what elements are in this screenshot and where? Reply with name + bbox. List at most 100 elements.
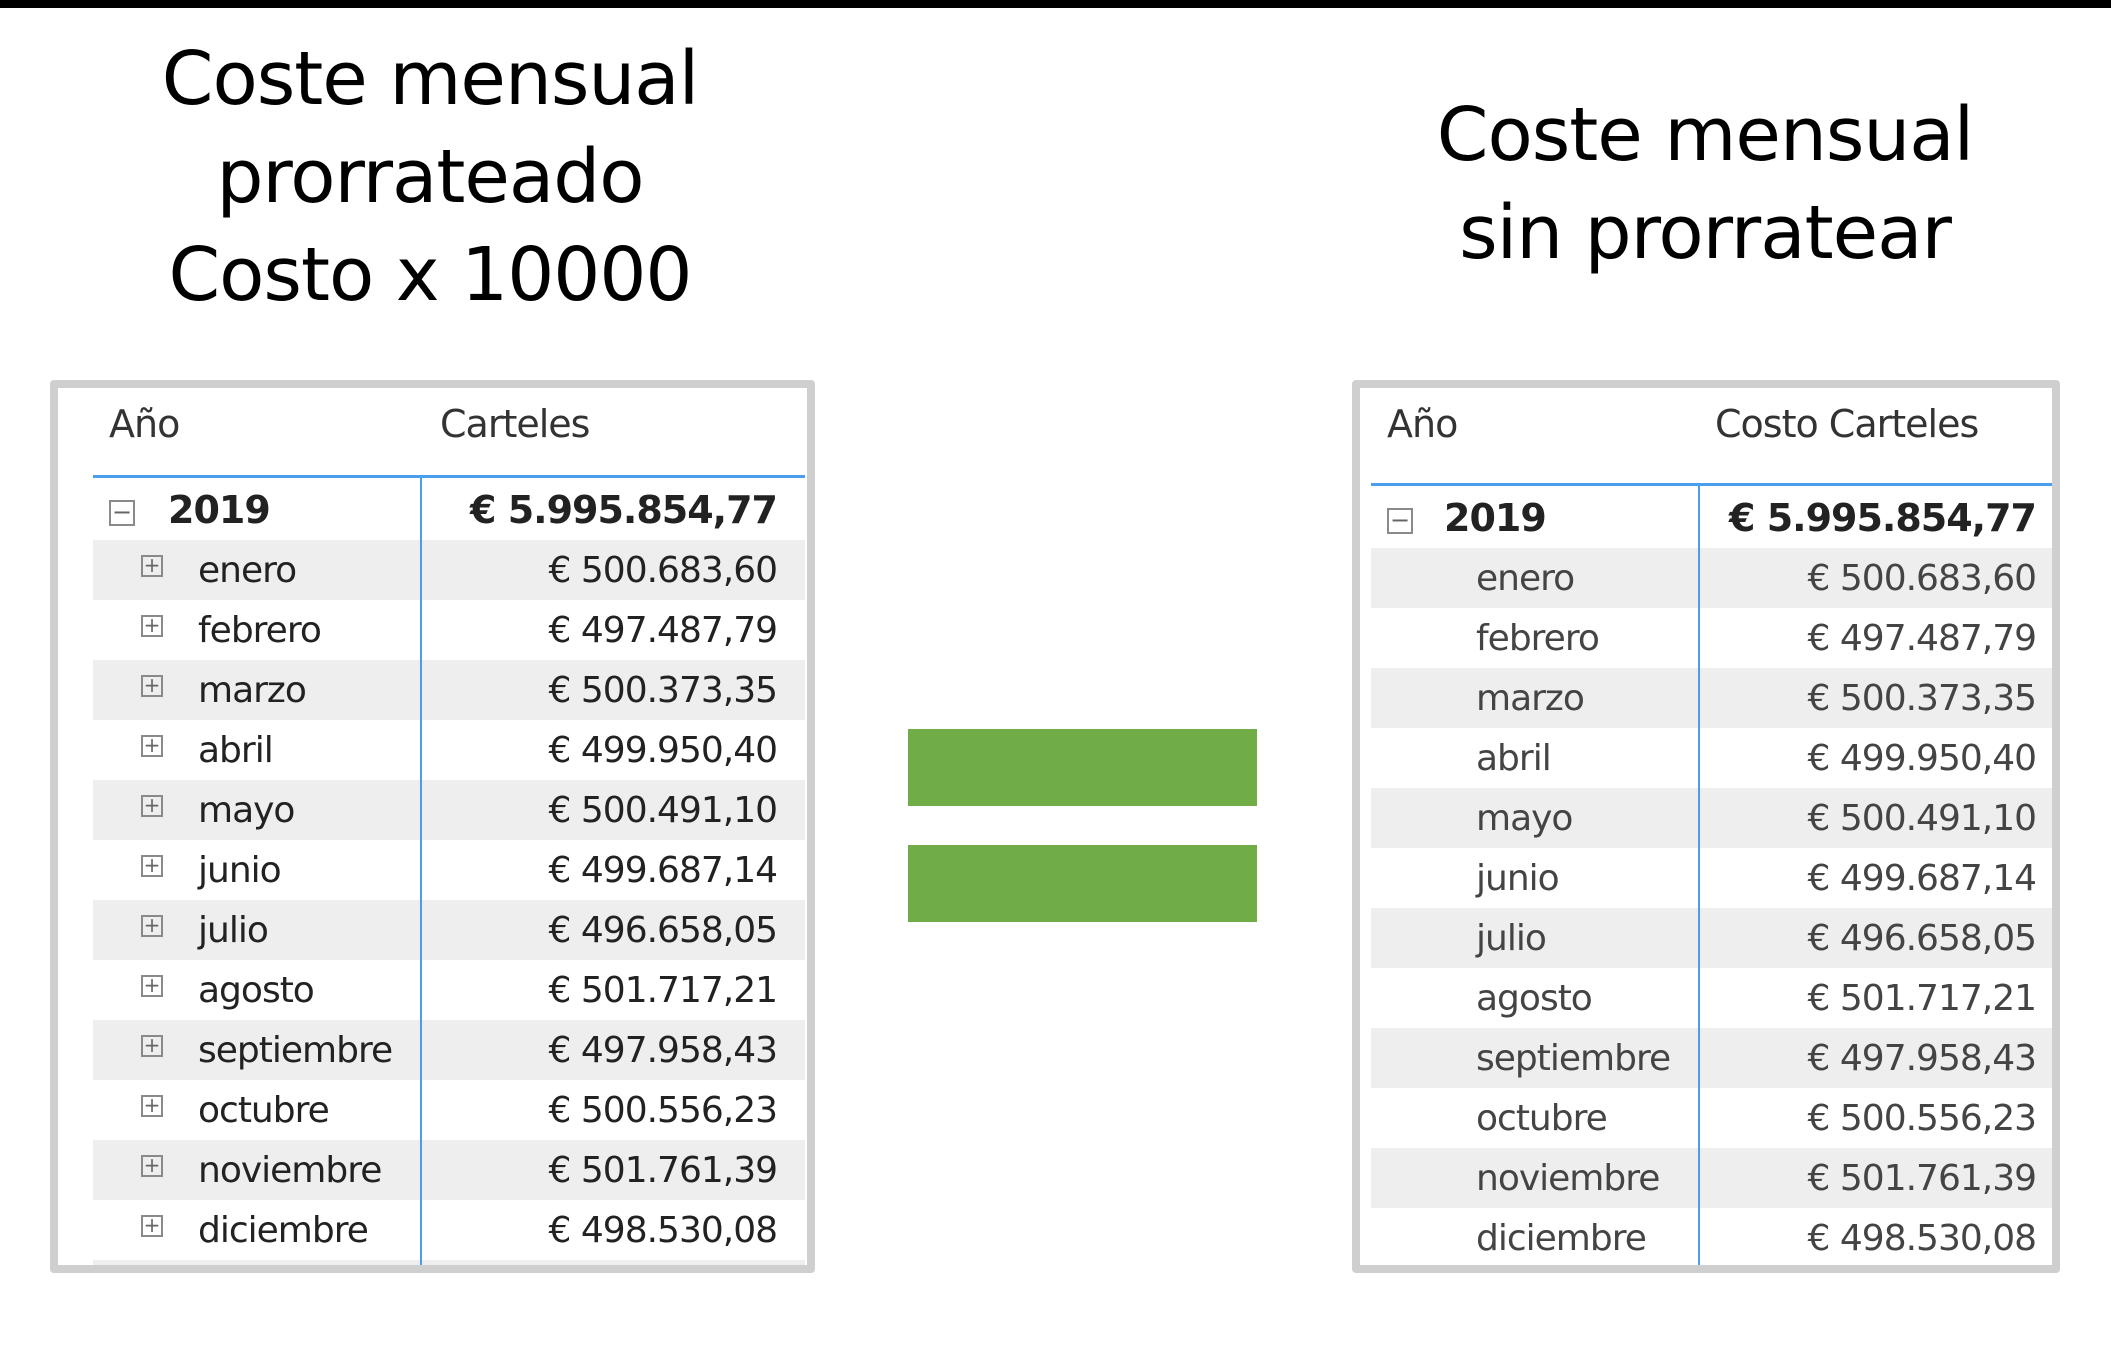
- expand-plus-icon[interactable]: +: [141, 1155, 163, 1177]
- row-value: € 500.373,35: [1807, 678, 2037, 719]
- column-header-year[interactable]: Año: [109, 402, 180, 446]
- row-value: € 499.687,14: [1807, 858, 2037, 899]
- row-label: diciembre: [1476, 1218, 1647, 1259]
- row-value: € 497.487,79: [548, 610, 778, 651]
- table-row: + diciembre € 498.530,08: [93, 1200, 805, 1260]
- row-value: € 500.556,23: [548, 1090, 778, 1131]
- row-label: abril: [1476, 738, 1552, 779]
- row-value: € 499.950,40: [1807, 738, 2037, 779]
- row-label: enero: [198, 550, 297, 591]
- row-value: € 501.761,39: [1807, 1158, 2037, 1199]
- left-title-line-1: Coste mensual: [161, 36, 699, 122]
- row-value: € 5.995.854,77: [470, 488, 778, 532]
- expand-plus-icon[interactable]: +: [141, 615, 163, 637]
- row-label: agosto: [198, 970, 315, 1011]
- row-value: € 5.995.854,77: [1729, 496, 2037, 540]
- row-value: € 501.761,39: [548, 1150, 778, 1191]
- row-label: febrero: [198, 610, 322, 651]
- row-value: € 499.687,14: [548, 850, 778, 891]
- row-label: junio: [198, 850, 282, 891]
- row-label: octubre: [1476, 1098, 1608, 1139]
- row-label: mayo: [198, 790, 295, 831]
- expand-plus-icon[interactable]: +: [141, 1095, 163, 1117]
- row-label: marzo: [1476, 678, 1585, 719]
- expand-plus-icon[interactable]: +: [141, 975, 163, 997]
- right-title-line-2: sin prorratear: [1459, 190, 1952, 276]
- equals-sign-bottom-bar: [908, 845, 1257, 922]
- table-row: julio € 496.658,05: [1371, 908, 2052, 968]
- right-matrix-panel: Año Costo Carteles − 2019 € 5.995.854,77…: [1352, 380, 2060, 1273]
- expand-plus-icon[interactable]: +: [141, 675, 163, 697]
- collapse-minus-icon[interactable]: −: [109, 500, 135, 526]
- row-label: julio: [1476, 918, 1547, 959]
- row-label: noviembre: [1476, 1158, 1660, 1199]
- expand-plus-icon[interactable]: +: [141, 915, 163, 937]
- expand-plus-icon[interactable]: +: [141, 1215, 163, 1237]
- row-label: 2019: [1444, 496, 1547, 540]
- table-row: agosto € 501.717,21: [1371, 968, 2052, 1028]
- row-value: € 496.658,05: [1807, 918, 2037, 959]
- column-header-carteles[interactable]: Carteles: [440, 402, 590, 446]
- row-label: agosto: [1476, 978, 1593, 1019]
- left-matrix-panel: Año Carteles − 2019 € 5.995.854,77 + ener…: [50, 380, 815, 1273]
- row-value: € 500.373,35: [548, 670, 778, 711]
- row-label: junio: [1476, 858, 1560, 899]
- left-matrix-header: Año Carteles: [93, 388, 805, 478]
- right-title: Coste mensual sin prorratear: [1390, 86, 2020, 282]
- row-label: enero: [1476, 558, 1575, 599]
- row-value: € 500.683,60: [548, 550, 778, 591]
- table-row: + agosto € 501.717,21: [93, 960, 805, 1020]
- row-value: € 496.658,05: [548, 910, 778, 951]
- table-row: marzo € 500.373,35: [1371, 668, 2052, 728]
- table-row: abril € 499.950,40: [1371, 728, 2052, 788]
- collapse-minus-icon[interactable]: −: [1387, 508, 1413, 534]
- row-value: € 500.683,60: [1807, 558, 2037, 599]
- expand-plus-icon[interactable]: +: [141, 855, 163, 877]
- table-row: + octubre € 500.556,23: [93, 1080, 805, 1140]
- table-row: septiembre € 497.958,43: [1371, 1028, 2052, 1088]
- row-value: € 497.958,43: [1807, 1038, 2037, 1079]
- total-row-2019: − 2019 € 5.995.854,77: [93, 478, 805, 540]
- table-row: enero € 500.683,60: [1371, 548, 2052, 608]
- equals-sign-top-bar: [908, 729, 1257, 806]
- expand-plus-icon[interactable]: +: [141, 1035, 163, 1057]
- table-row: + julio € 496.658,05: [93, 900, 805, 960]
- row-label: noviembre: [198, 1150, 382, 1191]
- total-row-2019: − 2019 € 5.995.854,77: [1371, 486, 2052, 548]
- left-matrix: Año Carteles − 2019 € 5.995.854,77 + ener…: [93, 388, 805, 1265]
- table-row: diciembre € 498.530,08: [1371, 1208, 2052, 1265]
- expand-plus-icon[interactable]: +: [141, 555, 163, 577]
- row-label: octubre: [198, 1090, 330, 1131]
- expand-plus-icon[interactable]: +: [141, 795, 163, 817]
- left-title: Coste mensual prorrateado Costo x 10000: [90, 30, 770, 324]
- row-value: € 501.717,21: [1807, 978, 2037, 1019]
- table-row: + mayo € 500.491,10: [93, 780, 805, 840]
- table-row: + abril € 499.950,40: [93, 720, 805, 780]
- row-value: € 500.556,23: [1807, 1098, 2037, 1139]
- expand-plus-icon[interactable]: +: [141, 735, 163, 757]
- row-label: diciembre: [198, 1210, 369, 1251]
- row-value: € 498.530,08: [548, 1210, 778, 1251]
- row-value: € 498.530,08: [1807, 1218, 2037, 1259]
- row-value: € 500.491,10: [548, 790, 778, 831]
- row-label: abril: [198, 730, 274, 771]
- table-row: mayo € 500.491,10: [1371, 788, 2052, 848]
- row-label: julio: [198, 910, 269, 951]
- row-value: € 497.487,79: [1807, 618, 2037, 659]
- right-matrix: Año Costo Carteles − 2019 € 5.995.854,77…: [1371, 388, 2052, 1265]
- row-label: 2019: [168, 488, 271, 532]
- partial-row: [93, 1260, 805, 1265]
- table-row: + enero € 500.683,60: [93, 540, 805, 600]
- row-value: € 497.958,43: [548, 1030, 778, 1071]
- table-row: + septiembre € 497.958,43: [93, 1020, 805, 1080]
- row-label: marzo: [198, 670, 307, 711]
- row-label: septiembre: [1476, 1038, 1671, 1079]
- column-header-costo-carteles[interactable]: Costo Carteles: [1715, 402, 1979, 446]
- row-label: mayo: [1476, 798, 1573, 839]
- right-matrix-header: Año Costo Carteles: [1371, 388, 2052, 486]
- table-row: + marzo € 500.373,35: [93, 660, 805, 720]
- row-value: € 499.950,40: [548, 730, 778, 771]
- column-header-year[interactable]: Año: [1387, 402, 1458, 446]
- table-row: + noviembre € 501.761,39: [93, 1140, 805, 1200]
- row-label: septiembre: [198, 1030, 393, 1071]
